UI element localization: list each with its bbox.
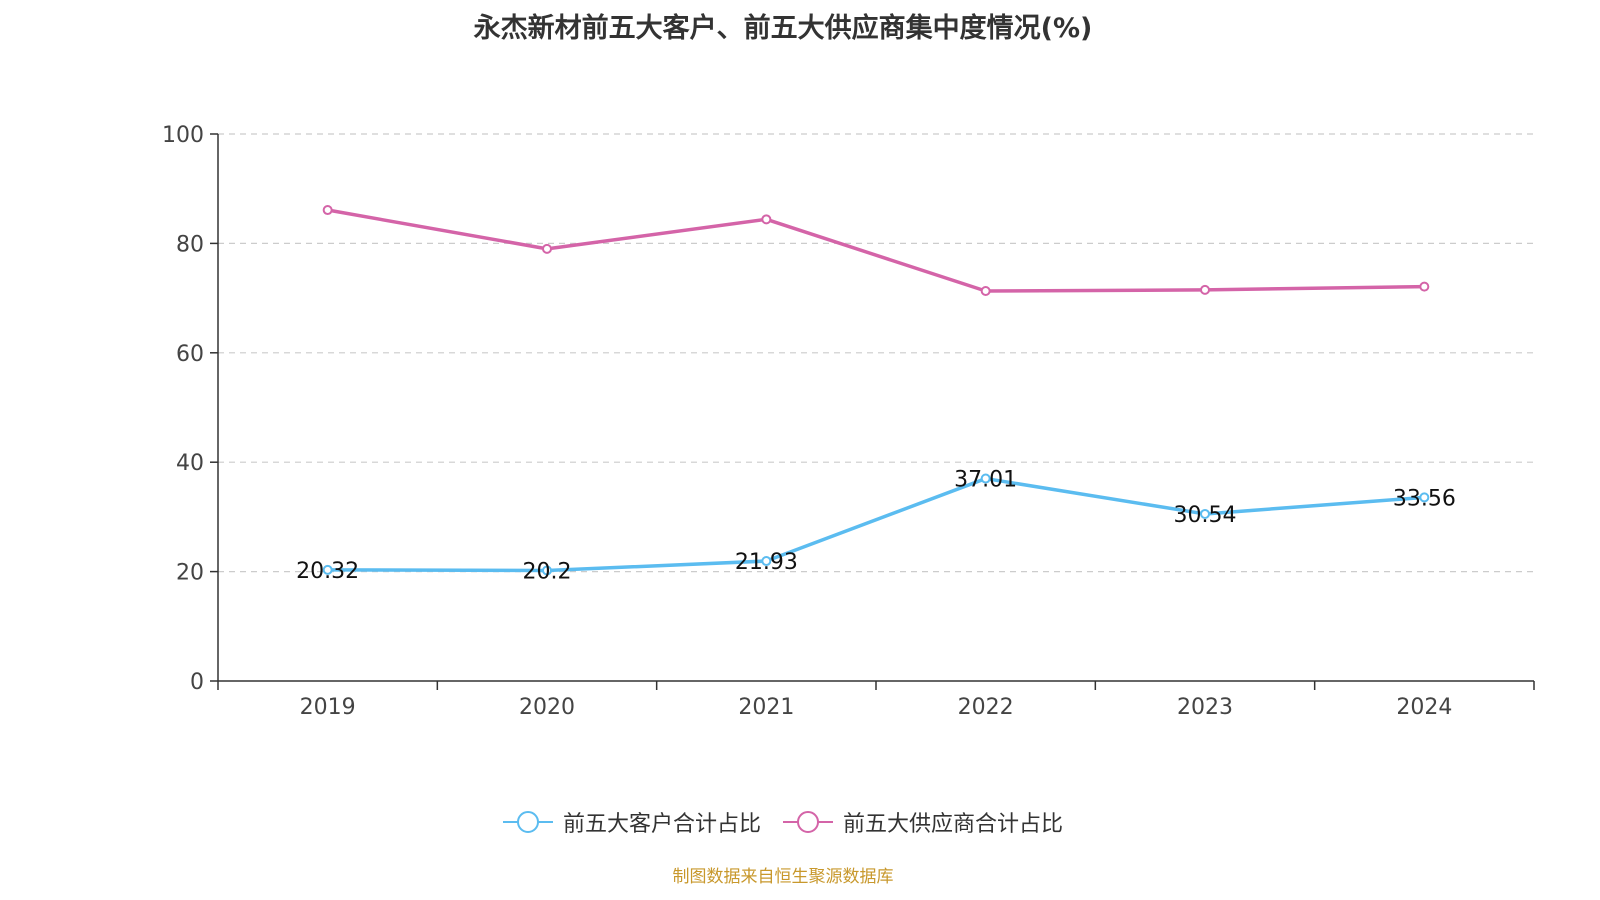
x-tick-label: 2024	[1396, 695, 1452, 720]
x-tick-label: 2020	[519, 695, 575, 720]
data-label: 33.56	[1393, 486, 1456, 511]
legend-item-suppliers[interactable]: 前五大供应商合计占比	[783, 806, 1063, 838]
y-tick-label: 60	[176, 342, 204, 367]
data-point[interactable]	[322, 564, 333, 575]
series-line	[327, 476, 1425, 573]
line-chart: 0 20 40 60 80 100 2019 2020 2021 2022 2023 2024 20.…	[162, 123, 1535, 720]
y-tick-label: 0	[190, 670, 204, 695]
y-tick-label: 100	[162, 123, 204, 148]
legend-label-customers: 前五大客户合计占比	[562, 812, 761, 837]
x-tick-label: 2019	[300, 695, 356, 720]
series-line	[327, 208, 1425, 293]
chart-title: 永杰新材前五大客户、前五大供应商集中度情况(%)	[473, 13, 1093, 44]
series	[322, 205, 1430, 576]
y-tick-label: 40	[176, 451, 204, 476]
x-tick-label: 2023	[1177, 695, 1233, 720]
data-point[interactable]	[980, 473, 991, 484]
y-tick-label: 20	[176, 561, 204, 586]
legend-item-customers[interactable]: 前五大客户合计占比	[502, 806, 761, 838]
data-point[interactable]	[761, 214, 772, 225]
source-note: 制图数据来自恒生聚源数据库	[672, 867, 894, 887]
data-point[interactable]	[1200, 284, 1210, 295]
legend: 前五大客户合计占比 前五大供应商合计占比	[0, 806, 1566, 838]
data-point[interactable]	[542, 243, 552, 254]
legend-marker-customers-icon	[502, 811, 553, 833]
y-tick-label: 80	[176, 232, 204, 257]
data-labels: 20.32 20.2 21.93 37.01 30.54 33.56	[296, 468, 1456, 585]
data-point[interactable]	[980, 285, 991, 296]
data-label: 20.2	[523, 560, 572, 585]
grid-lines	[218, 133, 1534, 573]
x-tick-label: 2022	[958, 695, 1014, 720]
data-point[interactable]	[761, 556, 772, 567]
data-label: 30.54	[1174, 503, 1237, 528]
data-point[interactable]	[1419, 492, 1430, 503]
data-label: 20.32	[296, 559, 359, 584]
data-point[interactable]	[542, 565, 552, 576]
data-point[interactable]	[322, 205, 333, 216]
legend-marker-suppliers-icon	[783, 811, 833, 833]
data-point[interactable]	[1419, 281, 1430, 292]
legend-label-suppliers: 前五大供应商合计占比	[843, 812, 1064, 837]
x-tick-label: 2021	[738, 695, 794, 720]
axes: 0 20 40 60 80 100 2019 2020 2021 2022 2023 2024	[162, 123, 1535, 720]
data-label: 21.93	[735, 550, 798, 575]
data-point[interactable]	[1200, 508, 1210, 519]
data-label: 37.01	[954, 468, 1017, 493]
